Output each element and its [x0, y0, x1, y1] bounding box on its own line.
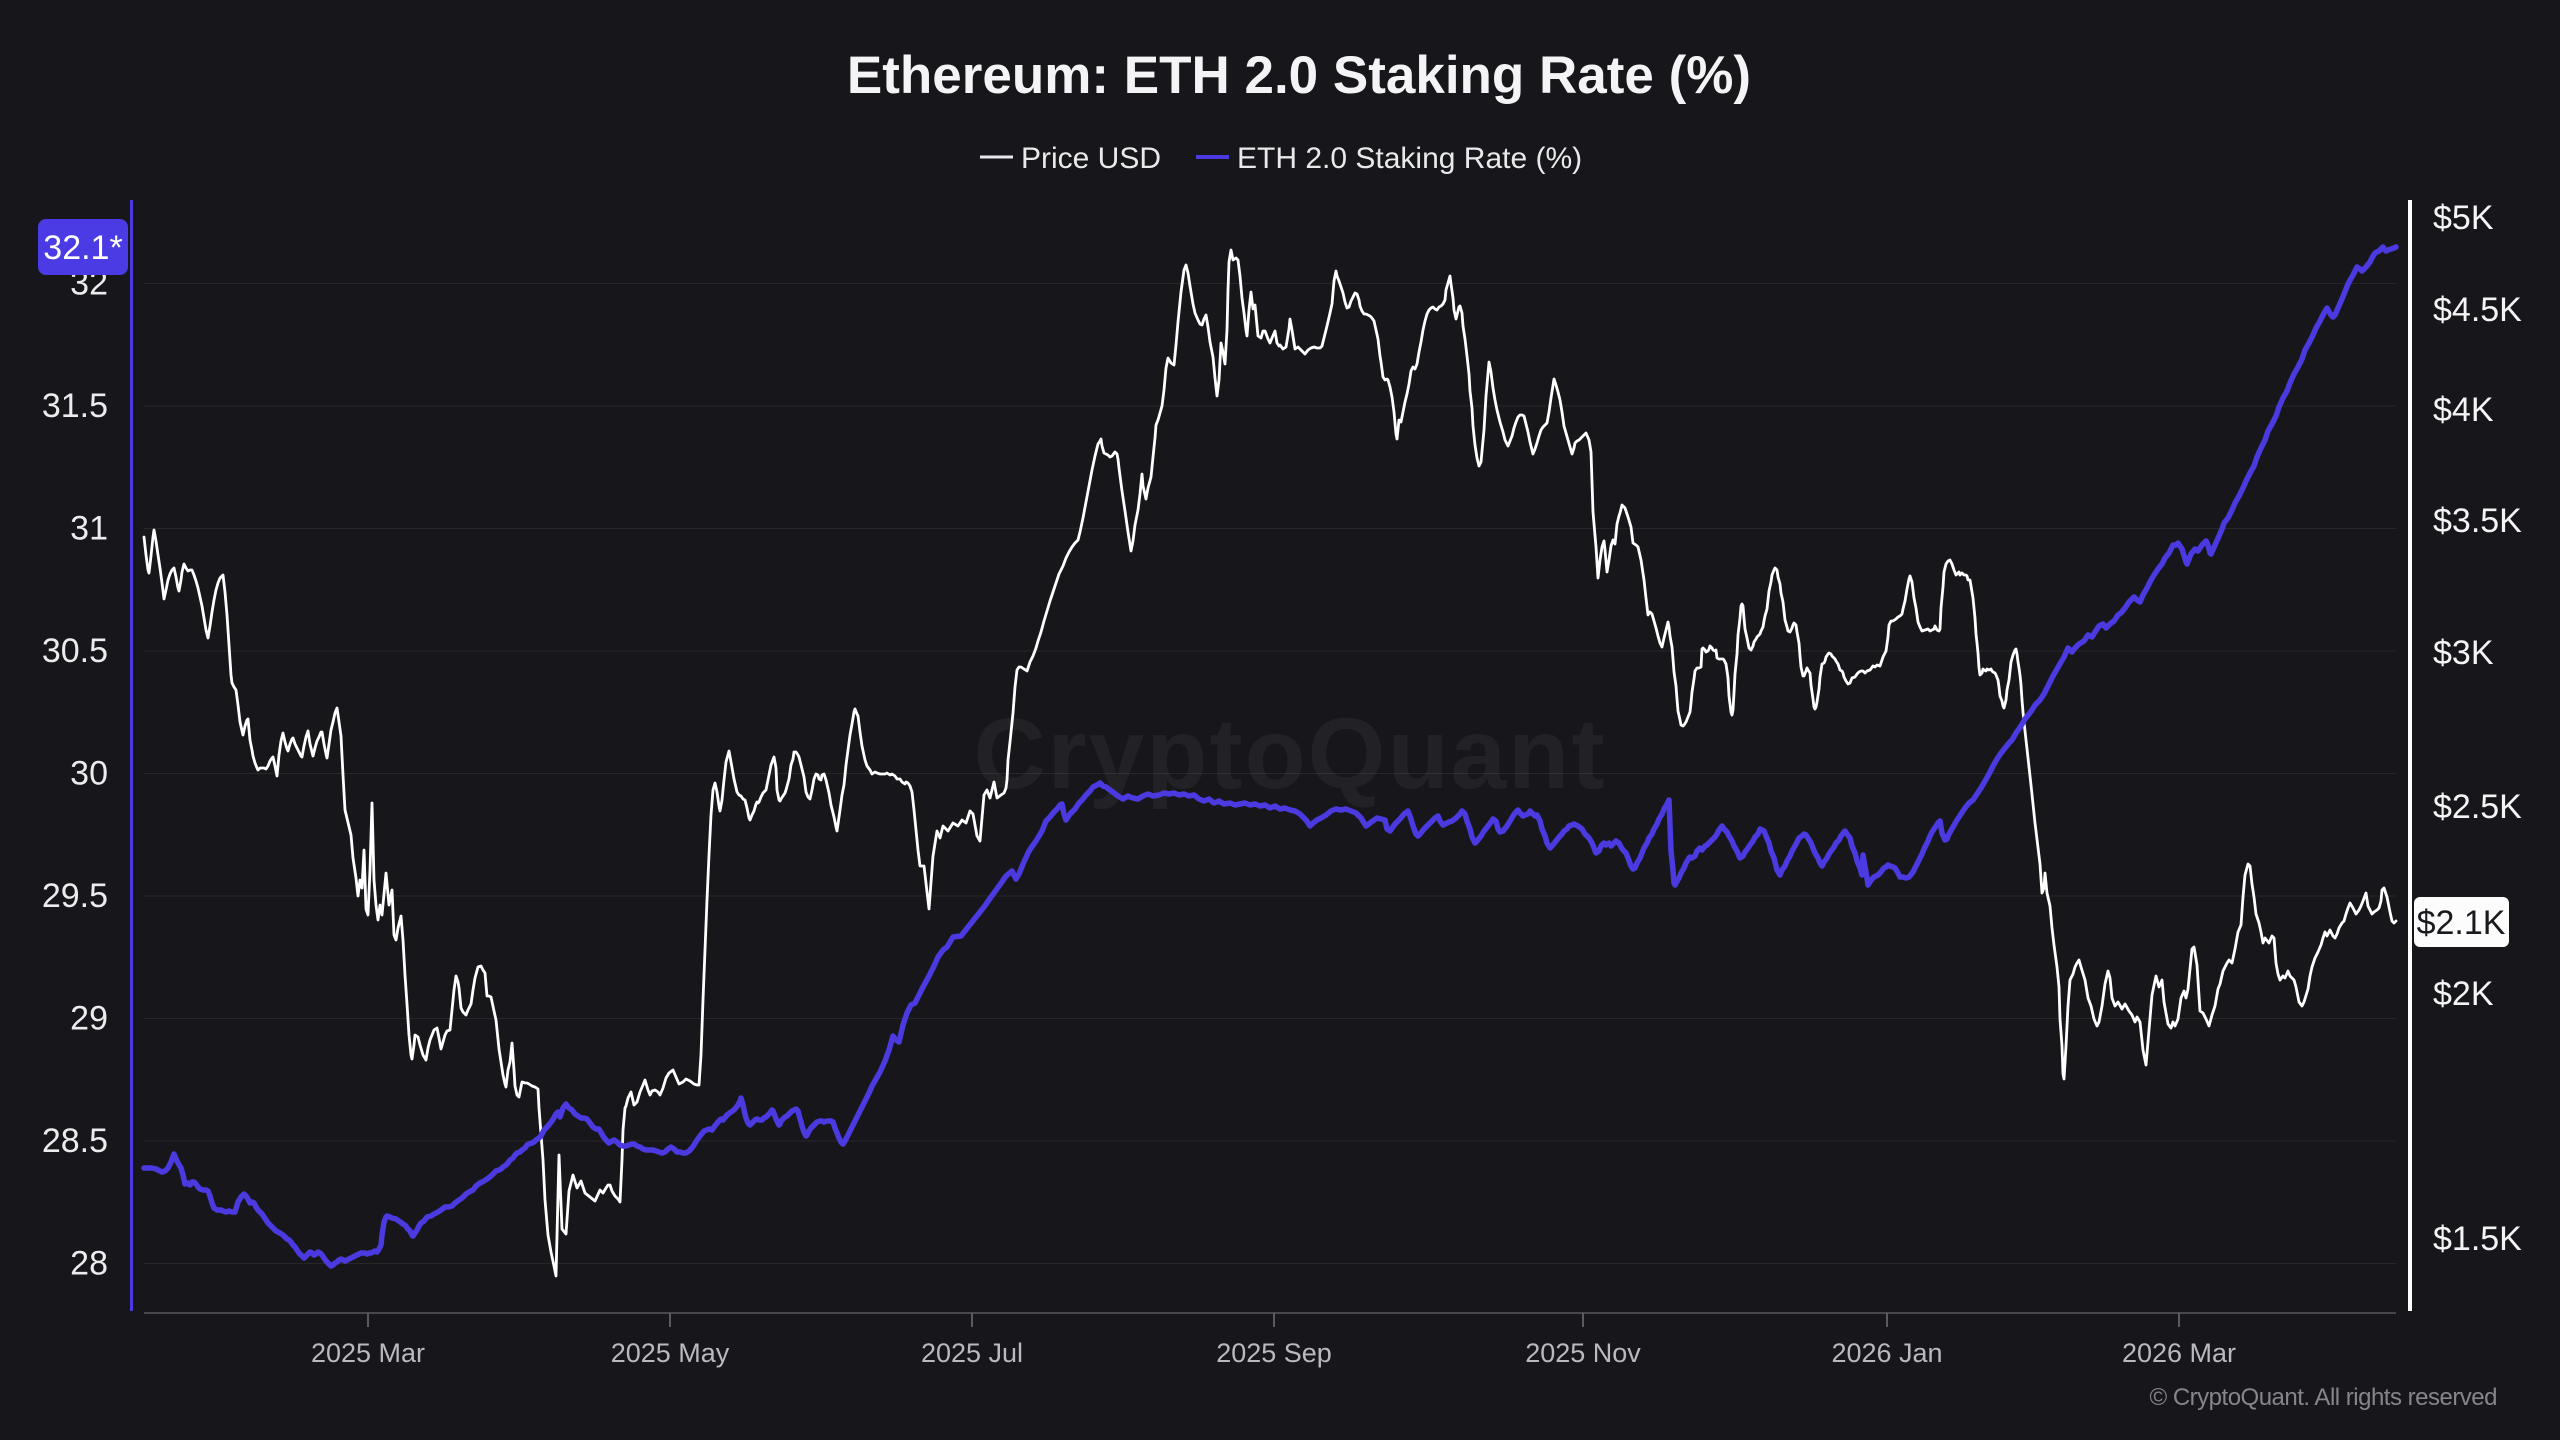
svg-text:2025 May: 2025 May — [611, 1338, 730, 1368]
svg-text:$4.5K: $4.5K — [2433, 291, 2522, 329]
svg-text:31: 31 — [70, 510, 108, 548]
svg-text:$2K: $2K — [2433, 975, 2494, 1013]
svg-text:$2.1K: $2.1K — [2417, 904, 2506, 942]
svg-text:$2.5K: $2.5K — [2433, 788, 2522, 826]
svg-text:$3K: $3K — [2433, 634, 2494, 672]
svg-text:28.5: 28.5 — [42, 1122, 108, 1160]
svg-text:$1.5K: $1.5K — [2433, 1220, 2522, 1258]
svg-text:29: 29 — [70, 1000, 108, 1038]
svg-text:© CryptoQuant. All rights rese: © CryptoQuant. All rights reserved — [2150, 1384, 2498, 1411]
svg-text:2026 Jan: 2026 Jan — [1831, 1338, 1942, 1368]
svg-text:CryptoQuant: CryptoQuant — [973, 698, 1606, 810]
svg-text:29.5: 29.5 — [42, 877, 108, 915]
svg-text:31.5: 31.5 — [42, 387, 108, 425]
svg-text:Price USD: Price USD — [1021, 142, 1161, 175]
svg-text:30: 30 — [70, 755, 108, 793]
svg-text:$4K: $4K — [2433, 391, 2494, 429]
svg-text:ETH 2.0 Staking Rate (%): ETH 2.0 Staking Rate (%) — [1237, 142, 1582, 175]
svg-text:$3.5K: $3.5K — [2433, 502, 2522, 540]
svg-text:30.5: 30.5 — [42, 632, 108, 670]
svg-text:2026 Mar: 2026 Mar — [2122, 1338, 2236, 1368]
svg-text:32.1*: 32.1* — [43, 229, 122, 267]
svg-text:28: 28 — [70, 1245, 108, 1283]
svg-text:2025 Mar: 2025 Mar — [311, 1338, 425, 1368]
svg-text:2025 Sep: 2025 Sep — [1216, 1338, 1332, 1368]
svg-text:2025 Nov: 2025 Nov — [1525, 1338, 1641, 1368]
svg-text:$5K: $5K — [2433, 199, 2494, 237]
svg-text:Ethereum: ETH 2.0 Staking Rate: Ethereum: ETH 2.0 Staking Rate (%) — [847, 46, 1751, 105]
svg-text:2025 Jul: 2025 Jul — [921, 1338, 1023, 1368]
